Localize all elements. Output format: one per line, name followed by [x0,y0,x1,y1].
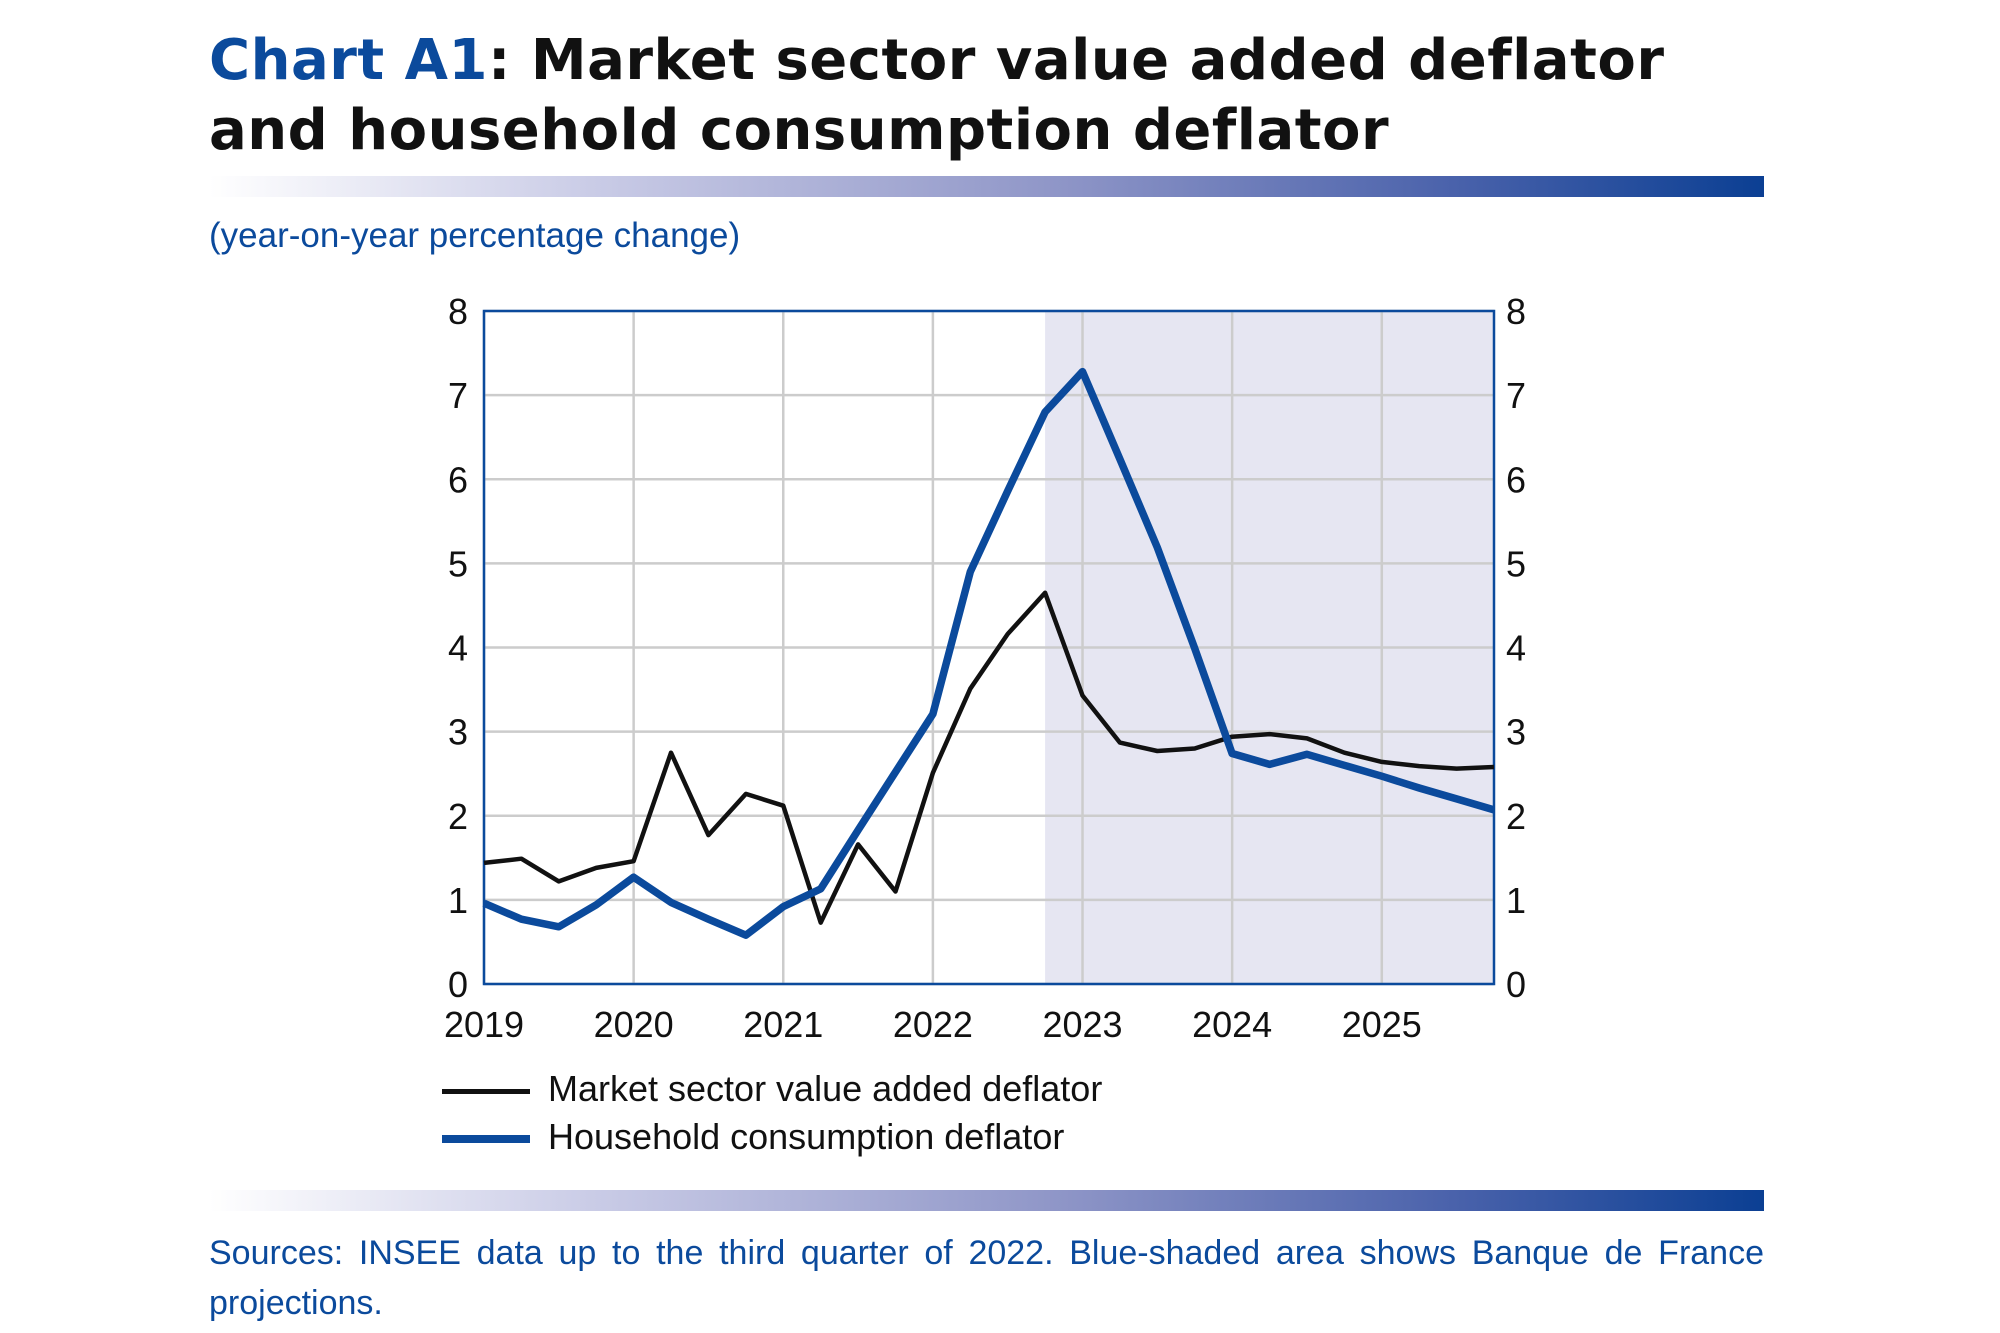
y-tick-label-left: 4 [448,628,468,669]
chart-title: Chart A1: Market sector value added defl… [209,26,1769,166]
x-tick-label: 2022 [893,1004,973,1045]
legend-label: Market sector value added deflator [548,1068,1103,1109]
y-tick-label-left: 8 [448,291,468,332]
chart-subtitle: (year-on-year percentage change) [209,216,741,255]
sources-note: Sources: INSEE data up to the third quar… [209,1234,1764,1322]
y-tick-label-left: 3 [448,712,468,753]
x-tick-label: 2019 [444,1004,524,1045]
plot-frame [482,309,1496,986]
y-tick-label-left: 1 [448,880,468,921]
legend-item-market: Market sector value added deflator [442,1068,1102,1110]
chart-number: Chart A1 [209,28,488,93]
y-tick-label-left: 7 [448,375,468,416]
y-tick-label-right: 4 [1506,628,1526,669]
y-tick-label-right: 0 [1506,964,1526,1005]
legend-item-household: Household consumption deflator [442,1116,1064,1158]
legend-label: Household consumption deflator [548,1116,1065,1157]
footer-gradient-bar [209,1190,1764,1211]
y-tick-label-right: 3 [1506,712,1526,753]
x-tick-label: 2024 [1192,1004,1272,1045]
legend-swatch-blue [442,1135,530,1144]
y-tick-label-left: 2 [448,796,468,837]
y-tick-label-left: 6 [448,459,468,500]
legend-swatch-black [442,1088,530,1094]
y-tick-label-right: 2 [1506,796,1526,837]
header-gradient-bar [209,176,1764,197]
x-tick-label: 2021 [743,1004,823,1045]
y-tick-label-right: 7 [1506,375,1526,416]
y-tick-label-left: 5 [448,543,468,584]
x-tick-label: 2020 [594,1004,674,1045]
series-line-household-deflator [482,367,1496,939]
y-tick-label-right: 5 [1506,543,1526,584]
y-tick-label-right: 6 [1506,459,1526,500]
x-tick-label: 2025 [1342,1004,1422,1045]
chart-title-text: : Market sector value added deflator and… [209,28,1665,163]
series-line-market-deflator [483,590,1495,925]
y-tick-label-right: 8 [1506,291,1526,332]
x-tick-label: 2023 [1042,1004,1122,1045]
y-tick-label-right: 1 [1506,880,1526,921]
y-tick-label-left: 0 [448,964,468,1005]
